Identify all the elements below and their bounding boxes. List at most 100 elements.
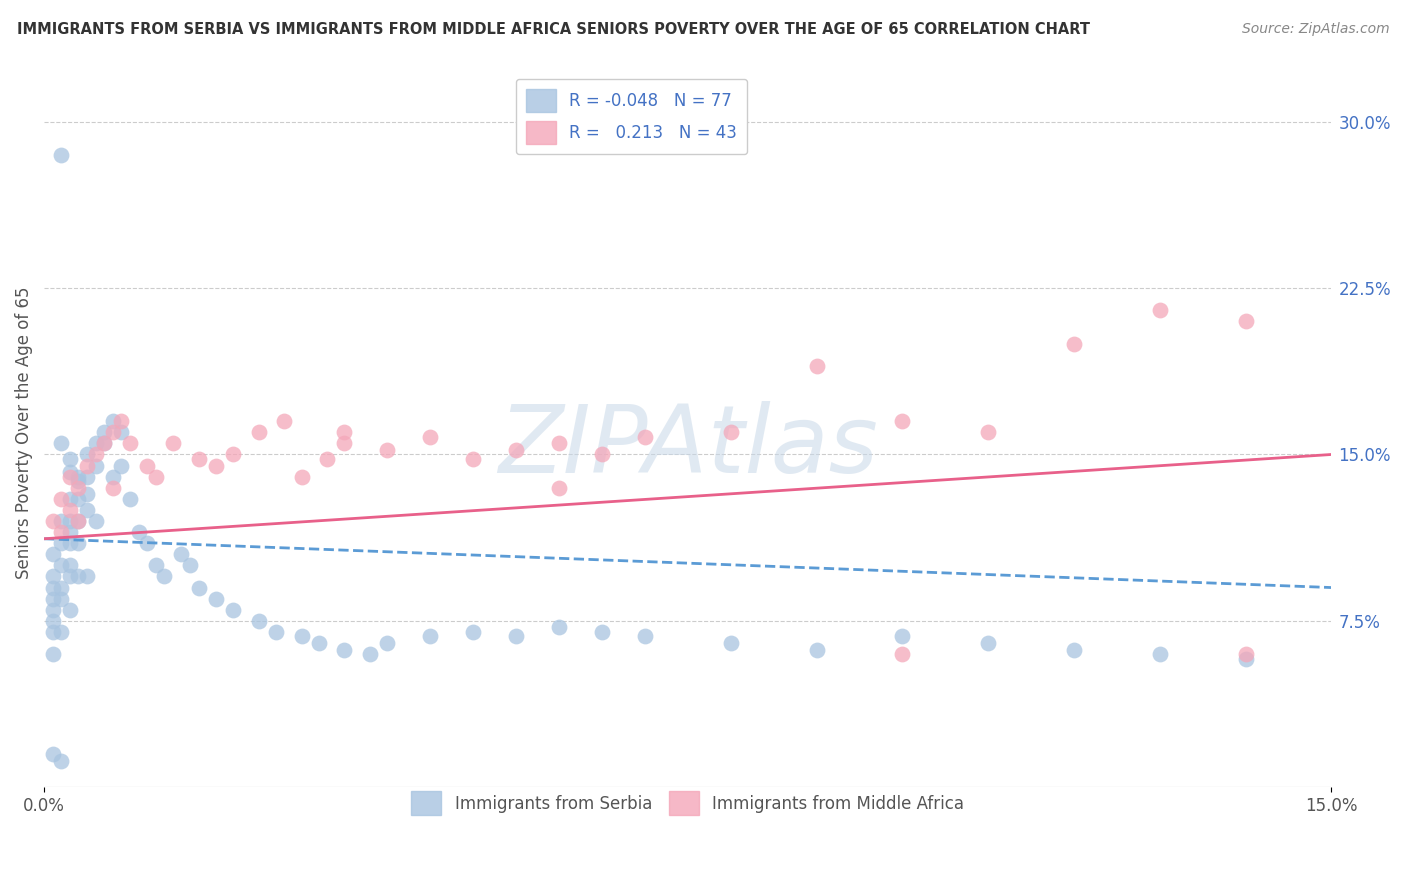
Point bbox=[84, 448, 107, 462]
Point bbox=[41, 514, 63, 528]
Point bbox=[51, 624, 73, 639]
Point bbox=[1063, 642, 1085, 657]
Point bbox=[59, 603, 82, 617]
Point bbox=[93, 425, 115, 440]
Point bbox=[720, 636, 742, 650]
Point bbox=[247, 614, 270, 628]
Point bbox=[59, 491, 82, 506]
Point bbox=[41, 624, 63, 639]
Y-axis label: Seniors Poverty Over the Age of 65: Seniors Poverty Over the Age of 65 bbox=[15, 286, 32, 579]
Point bbox=[59, 558, 82, 573]
Point bbox=[1234, 651, 1257, 665]
Point bbox=[51, 591, 73, 606]
Point bbox=[1149, 647, 1171, 661]
Point bbox=[41, 581, 63, 595]
Point bbox=[419, 430, 441, 444]
Point bbox=[204, 458, 226, 473]
Point bbox=[136, 536, 159, 550]
Point bbox=[110, 458, 132, 473]
Point bbox=[51, 491, 73, 506]
Point bbox=[101, 414, 124, 428]
Point bbox=[153, 569, 176, 583]
Point bbox=[76, 469, 98, 483]
Point bbox=[891, 414, 914, 428]
Point bbox=[76, 458, 98, 473]
Point bbox=[1234, 314, 1257, 328]
Point bbox=[264, 624, 287, 639]
Point bbox=[419, 629, 441, 643]
Point bbox=[977, 636, 1000, 650]
Point bbox=[59, 451, 82, 466]
Point bbox=[806, 359, 828, 373]
Point bbox=[67, 536, 90, 550]
Point bbox=[548, 620, 571, 634]
Text: Source: ZipAtlas.com: Source: ZipAtlas.com bbox=[1241, 22, 1389, 37]
Point bbox=[548, 481, 571, 495]
Point bbox=[41, 569, 63, 583]
Point bbox=[59, 514, 82, 528]
Point bbox=[51, 558, 73, 573]
Point bbox=[591, 624, 613, 639]
Point bbox=[634, 629, 657, 643]
Point bbox=[76, 448, 98, 462]
Point bbox=[222, 448, 245, 462]
Point bbox=[128, 525, 150, 540]
Point bbox=[222, 603, 245, 617]
Point bbox=[591, 448, 613, 462]
Point bbox=[290, 629, 312, 643]
Text: ZIPAtlas: ZIPAtlas bbox=[498, 401, 877, 492]
Point bbox=[333, 425, 356, 440]
Point bbox=[67, 514, 90, 528]
Point bbox=[891, 629, 914, 643]
Point bbox=[179, 558, 201, 573]
Point bbox=[84, 514, 107, 528]
Point bbox=[290, 469, 312, 483]
Text: IMMIGRANTS FROM SERBIA VS IMMIGRANTS FROM MIDDLE AFRICA SENIORS POVERTY OVER THE: IMMIGRANTS FROM SERBIA VS IMMIGRANTS FRO… bbox=[17, 22, 1090, 37]
Point bbox=[247, 425, 270, 440]
Point bbox=[67, 474, 90, 488]
Point bbox=[76, 569, 98, 583]
Point bbox=[308, 636, 330, 650]
Point bbox=[41, 603, 63, 617]
Point bbox=[377, 443, 399, 458]
Point bbox=[118, 436, 141, 450]
Point bbox=[51, 436, 73, 450]
Point bbox=[377, 636, 399, 650]
Point bbox=[59, 569, 82, 583]
Point bbox=[84, 458, 107, 473]
Point bbox=[145, 469, 167, 483]
Point bbox=[273, 414, 295, 428]
Point bbox=[187, 451, 209, 466]
Point bbox=[41, 747, 63, 761]
Point bbox=[359, 647, 381, 661]
Point bbox=[136, 458, 159, 473]
Point bbox=[51, 754, 73, 768]
Point bbox=[1063, 336, 1085, 351]
Point bbox=[977, 425, 1000, 440]
Point bbox=[41, 647, 63, 661]
Point bbox=[110, 425, 132, 440]
Point bbox=[101, 481, 124, 495]
Point bbox=[162, 436, 184, 450]
Point bbox=[118, 491, 141, 506]
Point bbox=[93, 436, 115, 450]
Point bbox=[891, 647, 914, 661]
Point bbox=[93, 436, 115, 450]
Point bbox=[51, 514, 73, 528]
Point bbox=[51, 525, 73, 540]
Point bbox=[51, 581, 73, 595]
Point bbox=[187, 581, 209, 595]
Point bbox=[67, 481, 90, 495]
Point bbox=[1149, 303, 1171, 318]
Point bbox=[806, 642, 828, 657]
Point bbox=[333, 642, 356, 657]
Point bbox=[51, 536, 73, 550]
Point bbox=[333, 436, 356, 450]
Point bbox=[67, 569, 90, 583]
Legend: Immigrants from Serbia, Immigrants from Middle Africa: Immigrants from Serbia, Immigrants from … bbox=[402, 781, 974, 825]
Point bbox=[41, 547, 63, 561]
Point bbox=[463, 451, 485, 466]
Point bbox=[59, 465, 82, 479]
Point bbox=[505, 629, 527, 643]
Point bbox=[145, 558, 167, 573]
